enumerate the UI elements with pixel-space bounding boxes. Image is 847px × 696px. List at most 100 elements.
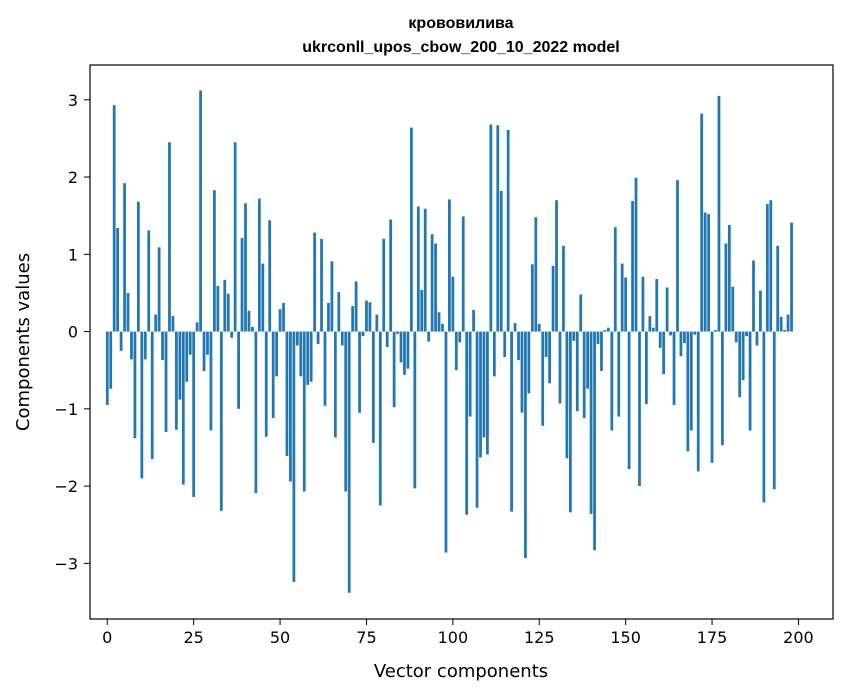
bar [596, 331, 600, 344]
bar [738, 331, 742, 398]
bar [382, 238, 386, 332]
bar [261, 263, 265, 332]
bar [696, 331, 700, 472]
y-tick-label: 0 [68, 323, 78, 342]
bar [465, 331, 469, 515]
bar [451, 276, 455, 332]
bar [406, 331, 410, 369]
bar [327, 302, 330, 332]
bar [779, 316, 783, 332]
bar [351, 306, 355, 332]
bar [496, 125, 500, 332]
bar [530, 264, 534, 332]
bar [710, 331, 714, 463]
bar [752, 260, 755, 332]
bar [188, 331, 192, 355]
bar [606, 327, 610, 332]
bar [289, 331, 292, 482]
bar [181, 331, 185, 485]
bar [168, 142, 171, 332]
bar [634, 177, 638, 332]
y-axis-ticks: −3 −2 −1 0 1 2 3 [54, 91, 90, 573]
bar [206, 331, 209, 355]
bar [437, 312, 441, 332]
bar [503, 331, 507, 358]
bar [371, 331, 375, 443]
bar [568, 331, 572, 513]
bar [734, 331, 738, 343]
bar [271, 331, 275, 419]
bar [254, 331, 258, 494]
bar [790, 222, 793, 332]
bar [686, 331, 690, 452]
bar [119, 331, 123, 351]
bar [731, 286, 735, 332]
bar [358, 331, 361, 413]
bar [441, 323, 444, 332]
y-tick-label: 1 [68, 245, 78, 264]
bar [430, 234, 434, 332]
bar [130, 331, 133, 360]
bar [295, 331, 299, 346]
x-tick-label: 125 [524, 628, 555, 647]
bar [575, 331, 579, 412]
x-tick-label: 0 [102, 628, 112, 647]
bar [627, 331, 631, 470]
bar [783, 330, 786, 332]
bar [240, 238, 244, 332]
bar [444, 331, 448, 553]
bar [171, 316, 175, 332]
bar [499, 190, 503, 332]
bar [365, 300, 368, 332]
bar [727, 224, 731, 332]
bar [721, 331, 724, 446]
bar [658, 331, 662, 348]
bar [313, 232, 317, 332]
bar [745, 331, 748, 337]
bar [693, 331, 697, 335]
bar [230, 331, 234, 338]
bar [354, 281, 358, 332]
x-tick-label: 75 [356, 628, 376, 647]
bar [302, 331, 306, 492]
bar [219, 331, 223, 511]
bar [589, 331, 593, 514]
bar [755, 331, 759, 346]
bar [161, 331, 164, 361]
bar-series [105, 90, 793, 593]
bar [648, 316, 652, 332]
bar [392, 331, 396, 408]
bar [489, 124, 493, 332]
bar [223, 279, 227, 332]
bar [582, 331, 586, 419]
bar [565, 331, 569, 459]
bar [164, 331, 168, 433]
bar [299, 331, 303, 377]
bar [410, 127, 413, 332]
bar [461, 216, 465, 332]
bar [524, 331, 527, 558]
bar [137, 201, 140, 332]
bar [544, 331, 548, 358]
bar [209, 331, 213, 431]
bar [278, 309, 282, 332]
x-tick-label: 25 [183, 628, 203, 647]
bar [330, 261, 334, 332]
bar [226, 293, 230, 332]
bar [233, 142, 237, 332]
bar [579, 294, 583, 332]
bar [776, 245, 780, 332]
bar [468, 331, 472, 417]
bar [434, 243, 437, 332]
bar [624, 277, 628, 332]
bar [454, 331, 458, 371]
bar [340, 331, 344, 346]
bar [292, 331, 296, 582]
plot-frame [89, 64, 834, 620]
bar [285, 331, 289, 456]
bar [195, 322, 199, 332]
bar [551, 265, 555, 332]
bar [320, 238, 323, 332]
bar [416, 206, 420, 332]
